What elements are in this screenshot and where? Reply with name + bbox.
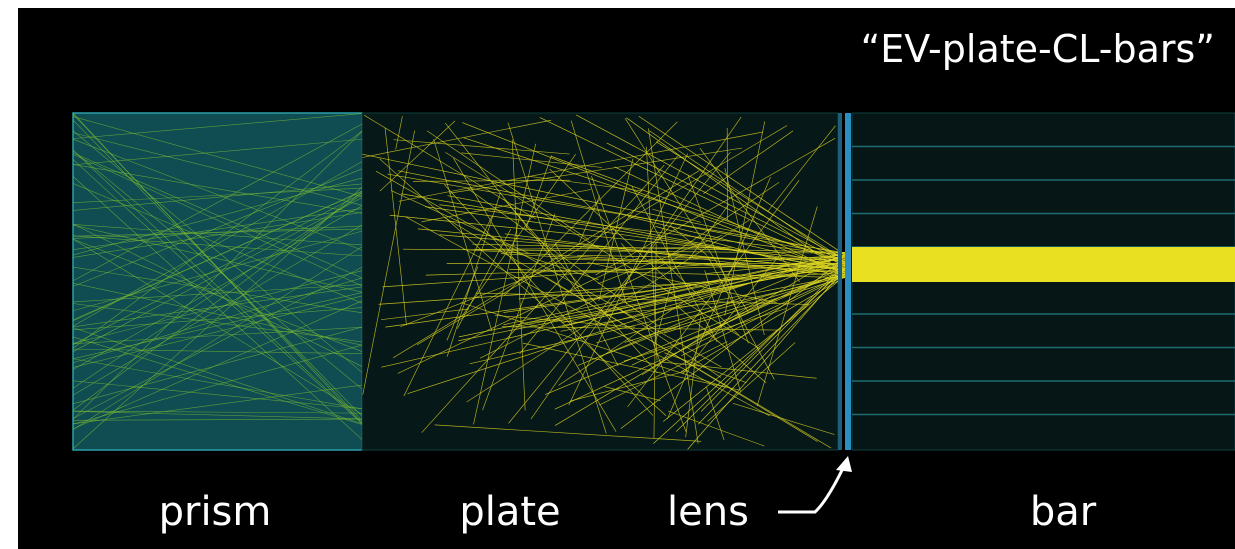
bar-label: bar — [1030, 489, 1097, 535]
prism-label: prism — [159, 489, 272, 535]
bar-beam — [852, 247, 1235, 282]
plate-label: plate — [459, 489, 560, 535]
diagram: “EV-plate-CL-bars” prism plate lens bar — [0, 0, 1235, 549]
lens-layer — [838, 113, 842, 450]
plate-block — [362, 113, 838, 450]
lens-label: lens — [667, 489, 749, 535]
title: “EV-plate-CL-bars” — [861, 27, 1215, 71]
page: “EV-plate-CL-bars” prism plate lens bar … — [0, 0, 1235, 549]
lens-layer — [845, 113, 851, 450]
